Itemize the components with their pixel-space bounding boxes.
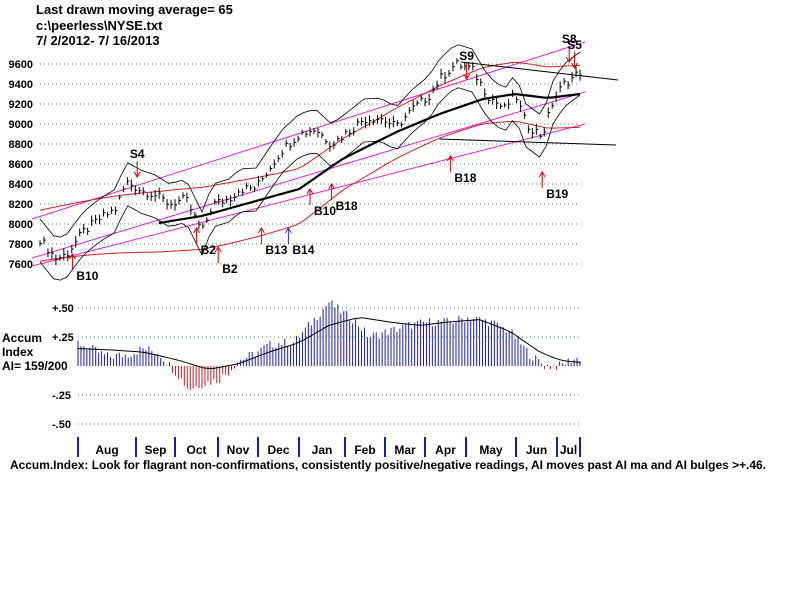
signal-label: S4 bbox=[130, 147, 145, 161]
channel-line bbox=[31, 91, 586, 259]
signal-arrowhead bbox=[284, 227, 292, 234]
month-label: Dec bbox=[267, 443, 289, 457]
price-y-tick-label: 9400 bbox=[9, 79, 33, 91]
month-label: Jun bbox=[526, 443, 547, 457]
ai-y-tick-label: +.50 bbox=[52, 303, 74, 315]
signal-b2: B2 bbox=[214, 246, 238, 276]
signal-label: B10 bbox=[314, 204, 336, 218]
chart-file-path: c:\peerless\NYSE.txt bbox=[36, 18, 163, 33]
price-y-tick-label: 8000 bbox=[9, 219, 33, 231]
month-label: Sep bbox=[144, 443, 166, 457]
price-y-tick-label: 8600 bbox=[9, 159, 33, 171]
ai-label-line: Index bbox=[2, 345, 34, 359]
signal-arrowhead bbox=[538, 171, 546, 178]
moving-average-line bbox=[158, 92, 581, 225]
price-gridlines bbox=[40, 63, 580, 265]
price-y-tick-label: 7600 bbox=[9, 259, 33, 271]
ai-y-tick-label: -.50 bbox=[52, 419, 71, 431]
month-label: Nov bbox=[227, 443, 250, 457]
signal-label: B14 bbox=[292, 243, 314, 257]
signal-label: B13 bbox=[265, 243, 287, 257]
outer-lower-band bbox=[39, 87, 581, 281]
ai-label-line: Accum bbox=[2, 331, 42, 345]
resistance-line bbox=[461, 61, 619, 81]
signal-arrowhead bbox=[571, 62, 579, 69]
signal-arrowhead bbox=[306, 188, 314, 195]
signal-label: B10 bbox=[76, 269, 98, 283]
ai-bars bbox=[77, 300, 581, 391]
ai-y-tick-label: +.25 bbox=[52, 332, 74, 344]
signal-label: B18 bbox=[454, 171, 476, 185]
price-y-tick-label: 8400 bbox=[9, 179, 33, 191]
price-bars bbox=[39, 58, 582, 266]
month-label: Aug bbox=[95, 443, 118, 457]
signal-label: S9 bbox=[459, 49, 474, 63]
signal-s8: S8 bbox=[562, 32, 577, 63]
signal-s5: S5 bbox=[567, 38, 582, 69]
signal-arrowhead bbox=[193, 227, 201, 234]
signal-b19: B19 bbox=[538, 171, 569, 201]
signal-b14: B14 bbox=[284, 227, 315, 257]
month-label: Jul bbox=[560, 443, 577, 457]
channel-line bbox=[31, 123, 586, 267]
chart-date-range: 7/ 2/2012- 7/ 16/2013 bbox=[36, 33, 160, 48]
signal-b10: B10 bbox=[68, 253, 99, 283]
price-y-tick-label: 9000 bbox=[9, 119, 33, 131]
price-y-tick-label: 8800 bbox=[9, 139, 33, 151]
signal-arrowhead bbox=[328, 183, 336, 190]
month-label: Apr bbox=[435, 443, 456, 457]
envelope-bands bbox=[39, 61, 581, 262]
signal-arrowhead bbox=[214, 246, 222, 253]
outer-upper-band bbox=[39, 44, 581, 238]
price-y-tick-label: 9600 bbox=[9, 59, 33, 71]
chart-title-ma: Last drawn moving average= 65 bbox=[36, 2, 233, 17]
lower-band bbox=[39, 120, 581, 262]
month-label: May bbox=[479, 443, 503, 457]
price-y-tick-label: 7800 bbox=[9, 239, 33, 251]
month-axis: Aug Sep Oct Nov Dec Jan Feb Mar Apr May Jun Jul bbox=[77, 437, 581, 457]
ai-moving-average-line bbox=[77, 317, 581, 370]
month-label: Feb bbox=[354, 443, 375, 457]
signal-s4: S4 bbox=[130, 147, 145, 178]
ai-y-tick-label: -.25 bbox=[52, 390, 71, 402]
signal-label: B18 bbox=[336, 199, 358, 213]
signal-label: B19 bbox=[546, 187, 568, 201]
price-y-tick-label: 8200 bbox=[9, 199, 33, 211]
signal-b18: B18 bbox=[446, 155, 477, 185]
signal-b10: B10 bbox=[306, 188, 336, 218]
signal-arrowhead bbox=[446, 155, 454, 162]
signal-b2: B2 bbox=[193, 227, 217, 257]
outer-bands bbox=[39, 44, 619, 281]
signal-label: B2 bbox=[201, 243, 217, 257]
signal-arrowhead bbox=[133, 171, 141, 178]
signal-label: S8 bbox=[562, 32, 577, 46]
signal-s9: S9 bbox=[459, 49, 474, 80]
support-line bbox=[439, 138, 617, 146]
month-label: Oct bbox=[186, 443, 206, 457]
month-label: Mar bbox=[394, 443, 416, 457]
footer-note: Accum.Index: Look for flagrant non-confi… bbox=[10, 459, 766, 472]
price-y-tick-label: 9200 bbox=[9, 99, 33, 111]
signal-arrowhead bbox=[257, 227, 265, 234]
signal-arrowhead bbox=[68, 253, 76, 260]
upper-band bbox=[39, 61, 581, 211]
month-label: Jan bbox=[312, 443, 333, 457]
signal-arrowhead bbox=[463, 73, 471, 80]
signal-arrowhead bbox=[565, 56, 573, 63]
signal-label: S5 bbox=[567, 38, 582, 52]
signal-b13: B13 bbox=[257, 227, 288, 257]
signal-label: B2 bbox=[222, 262, 238, 276]
signal-b18: B18 bbox=[328, 183, 358, 213]
ai-label-line: AI= 159/200 bbox=[2, 359, 68, 373]
